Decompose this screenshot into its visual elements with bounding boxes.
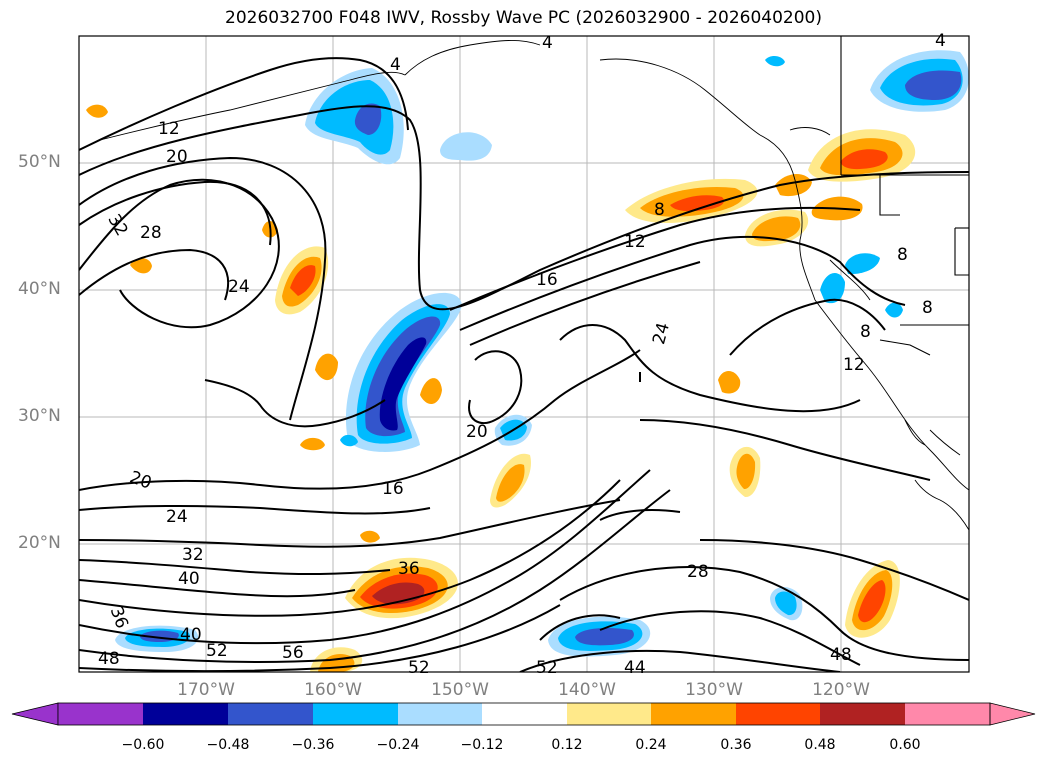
map-field — [79, 36, 969, 672]
contour-label: 48 — [98, 649, 120, 669]
contour-label: 56 — [282, 643, 304, 663]
colorbar-high-extension — [989, 702, 1036, 726]
map-frame — [78, 35, 970, 673]
lat-label: 20°N — [18, 533, 61, 553]
contour-label: 48 — [830, 645, 852, 665]
contour-label: 24 — [166, 507, 188, 527]
contour-label: 28 — [140, 223, 162, 243]
contour-label: 4 — [542, 33, 553, 53]
colorbar-tick-label: 0.48 — [804, 737, 836, 753]
colorbar-bin — [820, 703, 905, 725]
lat-label: 30°N — [18, 406, 61, 426]
contour-label: 52 — [206, 641, 228, 661]
lon-label: 150°W — [431, 680, 489, 700]
contour-label: 8 — [897, 245, 908, 265]
contour-label: 12 — [158, 119, 180, 139]
colorbar-bin — [398, 703, 482, 725]
gridlines — [79, 36, 969, 672]
contour-label: 12 — [624, 232, 646, 252]
contour-label: 52 — [408, 658, 430, 678]
lon-label: 170°W — [177, 680, 235, 700]
contour-label: 24 — [228, 277, 250, 297]
colorbar-bin — [651, 703, 736, 725]
colorbar-bin — [736, 703, 820, 725]
colorbar-tick-label: 0.24 — [635, 737, 667, 753]
colorbar-bin — [482, 703, 567, 725]
contour-label: 32 — [182, 545, 204, 565]
iwv-contours — [79, 57, 969, 672]
contour-label: 4 — [390, 55, 401, 75]
lat-label: 50°N — [18, 152, 61, 172]
contour-label: 8 — [922, 298, 933, 318]
colorbar-tick-label: −0.24 — [376, 737, 420, 753]
colorbar-bin — [313, 703, 398, 725]
contour-label: 16 — [536, 270, 558, 290]
lon-label: 140°W — [558, 680, 616, 700]
lon-label: 130°W — [685, 680, 743, 700]
contour-label: 20 — [466, 422, 488, 442]
colorbar-tick-label: −0.36 — [291, 737, 335, 753]
colorbar-frame — [57, 702, 991, 726]
coastlines — [99, 40, 969, 531]
colorbar-tick-label: 0.36 — [720, 737, 752, 753]
contour-label: 4 — [935, 31, 946, 51]
colorbar-bin — [228, 703, 313, 725]
political-borders — [840, 36, 969, 356]
positive-anomalies — [86, 104, 916, 672]
contour-label: 8 — [654, 200, 665, 220]
colorbar — [11, 702, 1036, 726]
plot-title: 2026032700 F048 IWV, Rossby Wave PC (202… — [225, 8, 822, 28]
colorbar-tick-label: 0.12 — [551, 737, 583, 753]
lon-label: 120°W — [812, 680, 870, 700]
contour-label: 36 — [398, 559, 420, 579]
contour-label: 52 — [536, 658, 558, 678]
contour-label: 40 — [180, 625, 202, 645]
contour-label: 44 — [624, 658, 646, 678]
colorbar-bin — [143, 703, 228, 725]
contour-label: 12 — [843, 355, 865, 375]
colorbar-bin — [58, 703, 143, 725]
contour-label: 40 — [178, 569, 200, 589]
colorbar-bin — [905, 703, 990, 725]
colorbar-low-extension — [11, 702, 59, 726]
colorbar-bin — [567, 703, 651, 725]
lon-label: 160°W — [304, 680, 362, 700]
colorbar-tick-label: −0.12 — [460, 737, 504, 753]
contour-label: 16 — [382, 479, 404, 499]
colorbar-tick-label: −0.48 — [206, 737, 250, 753]
contour-label: 8 — [860, 322, 871, 342]
contour-label: 20 — [166, 147, 188, 167]
colorbar-tick-label: −0.60 — [121, 737, 165, 753]
lat-label: 40°N — [18, 279, 61, 299]
colorbar-tick-label: 0.60 — [889, 737, 921, 753]
contour-label: 28 — [687, 562, 709, 582]
